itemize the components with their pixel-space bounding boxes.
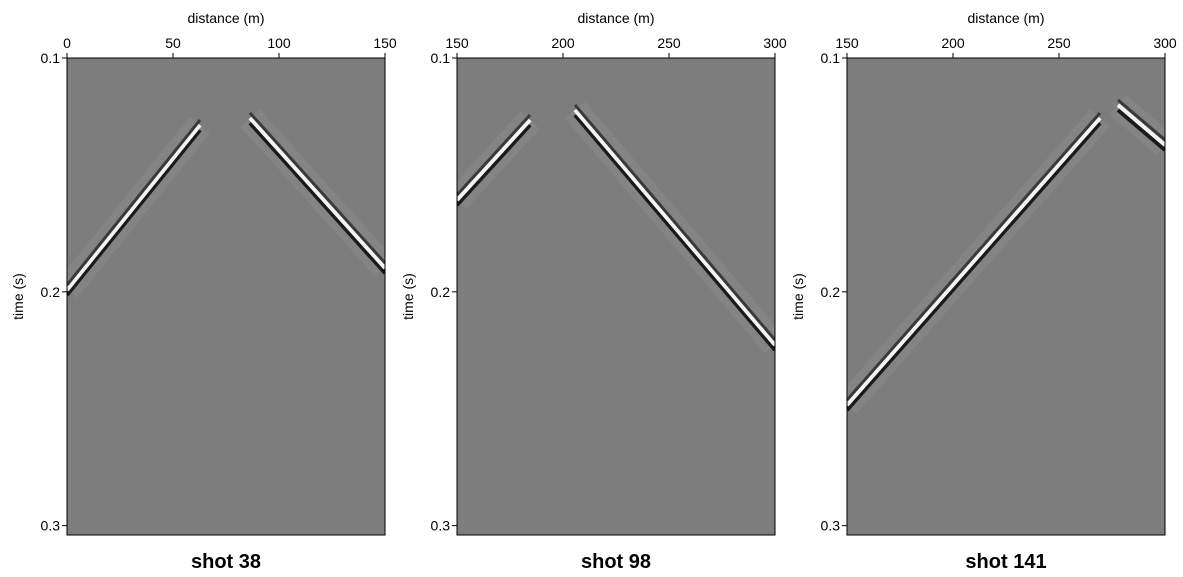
x-tick-label: 100 [267,35,291,51]
y-tick-label: 0.1 [41,50,61,66]
wave-dark [248,121,385,275]
y-tick-label: 0.3 [431,518,451,534]
y-tick-label: 0.1 [821,50,841,66]
plot-frame [846,57,1166,536]
wave-light [457,118,532,202]
y-tick-label: 0.2 [431,284,451,300]
plot-frame [66,57,386,536]
wave-dark2 [248,111,385,265]
x-tick-label: 250 [657,35,681,51]
y-tick-label: 0.2 [821,284,841,300]
wave-light [573,108,775,347]
y-tick-label: 0.1 [431,50,451,66]
x-tick-label: 250 [1047,35,1071,51]
panel-title: shot 38 [191,551,261,573]
wave-dark2 [573,104,775,341]
plot-background [67,58,385,535]
y-tick-label: 0.3 [41,518,61,534]
plot-frame [456,57,776,536]
wave-dark2 [67,119,202,286]
wave-dark [847,121,1102,412]
wave-dark [1116,108,1165,152]
x-tick-label: 200 [551,35,575,51]
panel: 150 200 250 300 0.1 0.2 0.3 distance (m) time (s… [790,10,1177,573]
x-tick-label: 150 [835,35,859,51]
wavefronts [457,101,775,354]
x-tick-label: 150 [445,35,469,51]
x-tick-label: 0 [63,35,71,51]
wavefronts [67,109,385,299]
wave-dark [67,128,202,297]
x-axis-label: distance (m) [187,10,264,26]
wave-dark2 [847,112,1102,401]
y-axis-label: time (s) [10,273,26,320]
wave-light [248,116,385,270]
panel-title: shot 98 [581,551,651,573]
x-tick-label: 50 [165,35,181,51]
x-tick-label: 300 [1153,35,1177,51]
wave-light [67,123,202,292]
y-axis-label: time (s) [790,273,806,320]
panel-title: shot 141 [965,551,1046,573]
y-tick-label: 0.2 [41,284,61,300]
wavefronts [847,95,1165,414]
panel: 150 200 250 300 0.1 0.2 0.3 distance (m) time (s… [400,10,787,573]
x-tick-label: 300 [763,35,787,51]
x-axis-label: distance (m) [577,10,654,26]
plot-background [847,58,1165,535]
wave-light [847,116,1102,407]
x-tick-label: 150 [373,35,397,51]
y-axis-label: time (s) [400,273,416,320]
wave-dark2 [1117,98,1165,142]
panel: 0 50 100 150 0.1 0.2 0.3 distance (m) time (s) sh… [10,10,397,573]
wave-light [1116,103,1165,147]
y-tick-label: 0.3 [821,518,841,534]
x-axis-label: distance (m) [967,10,1044,26]
wave-dark2 [457,113,532,197]
wave-dark [573,113,775,352]
wave-dark [457,123,532,207]
x-tick-label: 200 [941,35,965,51]
